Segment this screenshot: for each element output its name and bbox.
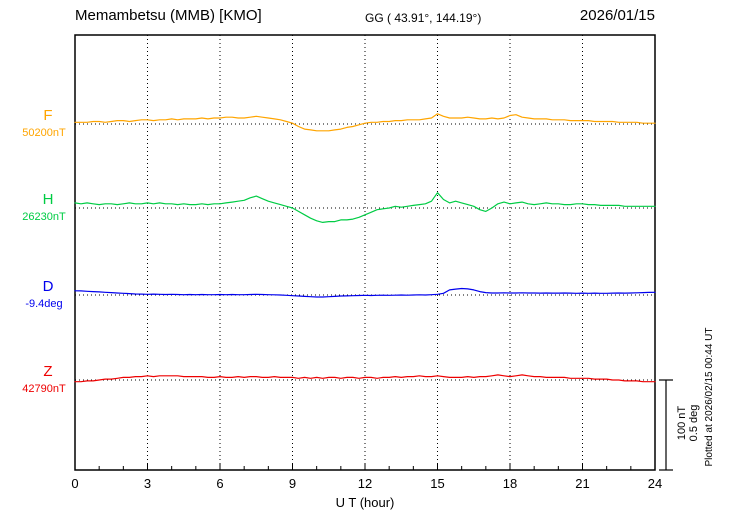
x-tick-label: 0 — [71, 476, 79, 491]
x-tick-label: 9 — [288, 476, 297, 491]
x-tick-label: 15 — [430, 476, 445, 491]
x-tick-label: 24 — [647, 476, 663, 491]
plot-border — [74, 34, 656, 471]
station-title: Memambetsu (MMB) [KMO] — [75, 7, 262, 24]
trace-D — [74, 287, 656, 298]
x-tick-label: 6 — [216, 476, 224, 491]
series-label-F: F — [43, 107, 53, 124]
series-baseline-F: 50200nT — [22, 127, 66, 139]
trace-F — [74, 113, 656, 132]
trace-H — [74, 192, 656, 223]
series-label-D: D — [42, 278, 54, 295]
series-label-Z: Z — [43, 363, 53, 380]
series-label-H: H — [42, 191, 54, 208]
trace-Z — [74, 374, 656, 383]
series-baseline-H: 26230nT — [22, 211, 66, 223]
scale-bar-label: 100 nT 0.5 deg — [676, 378, 700, 468]
scale-bar-deg: 0.5 deg — [688, 404, 700, 442]
x-tick-label: 3 — [143, 476, 152, 491]
x-tick-label: 12 — [357, 476, 373, 491]
plotted-at-text: Plotted at 2026/02/15 00:44 UT — [704, 327, 715, 467]
series-baseline-Z: 42790nT — [22, 383, 66, 395]
series-baseline-D: -9.4deg — [25, 298, 63, 310]
scale-bar-nt: 100 nT — [676, 405, 688, 441]
x-axis-label: U T (hour) — [335, 495, 395, 510]
x-tick-label: 21 — [575, 476, 590, 491]
x-tick-label: 18 — [502, 476, 518, 491]
plot-date: 2026/01/15 — [579, 7, 655, 24]
geographic-coords: GG ( 43.91°, 144.19°) — [365, 11, 482, 25]
